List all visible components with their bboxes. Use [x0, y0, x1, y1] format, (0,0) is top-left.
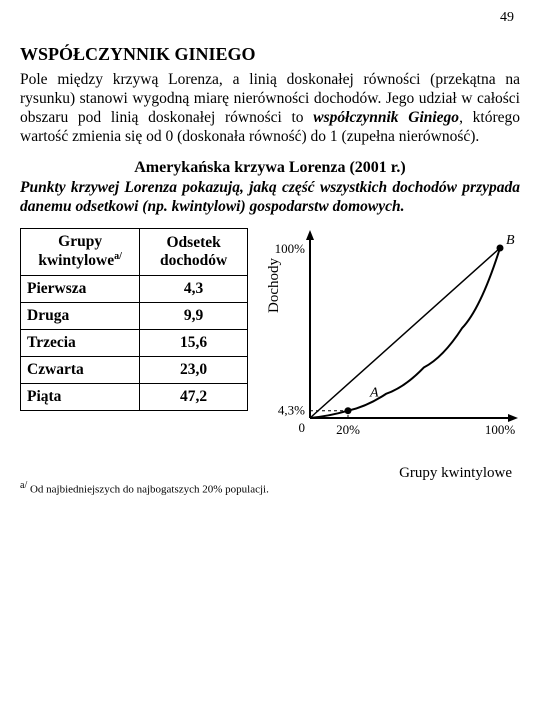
- data-table-wrap: Grupy kwintylowea/ Odsetek dochodów Pier…: [20, 228, 248, 410]
- col1-header-sup: a/: [114, 251, 122, 262]
- row-value: 23,0: [140, 356, 248, 383]
- footnote-text: Od najbiedniejszych do najbogatszych 20%…: [27, 484, 269, 496]
- row-label: Pierwsza: [21, 275, 140, 302]
- row-value: 47,2: [140, 383, 248, 410]
- svg-text:Dochody: Dochody: [266, 258, 282, 313]
- lorenz-chart: Dochody100%4,3%020%100%AB Grupy kwintylo…: [260, 228, 520, 468]
- table-row: Pierwsza4,3: [21, 275, 248, 302]
- row-value: 15,6: [140, 329, 248, 356]
- table-row: Trzecia15,6: [21, 329, 248, 356]
- row-label: Druga: [21, 302, 140, 329]
- col1-header: Grupy kwintylowea/: [21, 229, 140, 275]
- x-axis-label: Grupy kwintylowe: [260, 465, 520, 482]
- svg-text:4,3%: 4,3%: [278, 403, 305, 418]
- svg-text:A: A: [369, 386, 379, 401]
- svg-text:100%: 100%: [275, 241, 306, 256]
- chart-title: Amerykańska krzywa Lorenza (2001 r.): [20, 159, 520, 177]
- content-row: Grupy kwintylowea/ Odsetek dochodów Pier…: [20, 228, 520, 468]
- table-row: Czwarta23,0: [21, 356, 248, 383]
- row-label: Czwarta: [21, 356, 140, 383]
- row-label: Trzecia: [21, 329, 140, 356]
- svg-text:20%: 20%: [336, 422, 360, 437]
- chart-caption: Punkty krzywej Lorenza pokazują, jaką cz…: [20, 179, 520, 217]
- row-value: 4,3: [140, 275, 248, 302]
- intro-paragraph: Pole między krzywą Lorenza, a linią dosk…: [20, 71, 520, 147]
- svg-text:0: 0: [299, 420, 306, 435]
- section-heading: WSPÓŁCZYNNIK GINIEGO: [20, 44, 520, 65]
- svg-text:100%: 100%: [485, 422, 516, 437]
- para-emph: współczynnik Giniego: [313, 109, 459, 126]
- table-row: Druga9,9: [21, 302, 248, 329]
- lorenz-svg: Dochody 100% 4,3% 0 20% 100% A B: [260, 228, 520, 458]
- table-row: Piąta47,2: [21, 383, 248, 410]
- footnote: a/ Od najbiedniejszych do najbogatszych …: [20, 480, 520, 496]
- row-value: 9,9: [140, 302, 248, 329]
- svg-text:B: B: [506, 233, 515, 248]
- row-label: Piąta: [21, 383, 140, 410]
- col1-header-text: Grupy kwintylowe: [38, 233, 114, 269]
- page-number: 49: [20, 10, 520, 26]
- quintile-table: Grupy kwintylowea/ Odsetek dochodów Pier…: [20, 228, 248, 410]
- col2-header: Odsetek dochodów: [140, 229, 248, 275]
